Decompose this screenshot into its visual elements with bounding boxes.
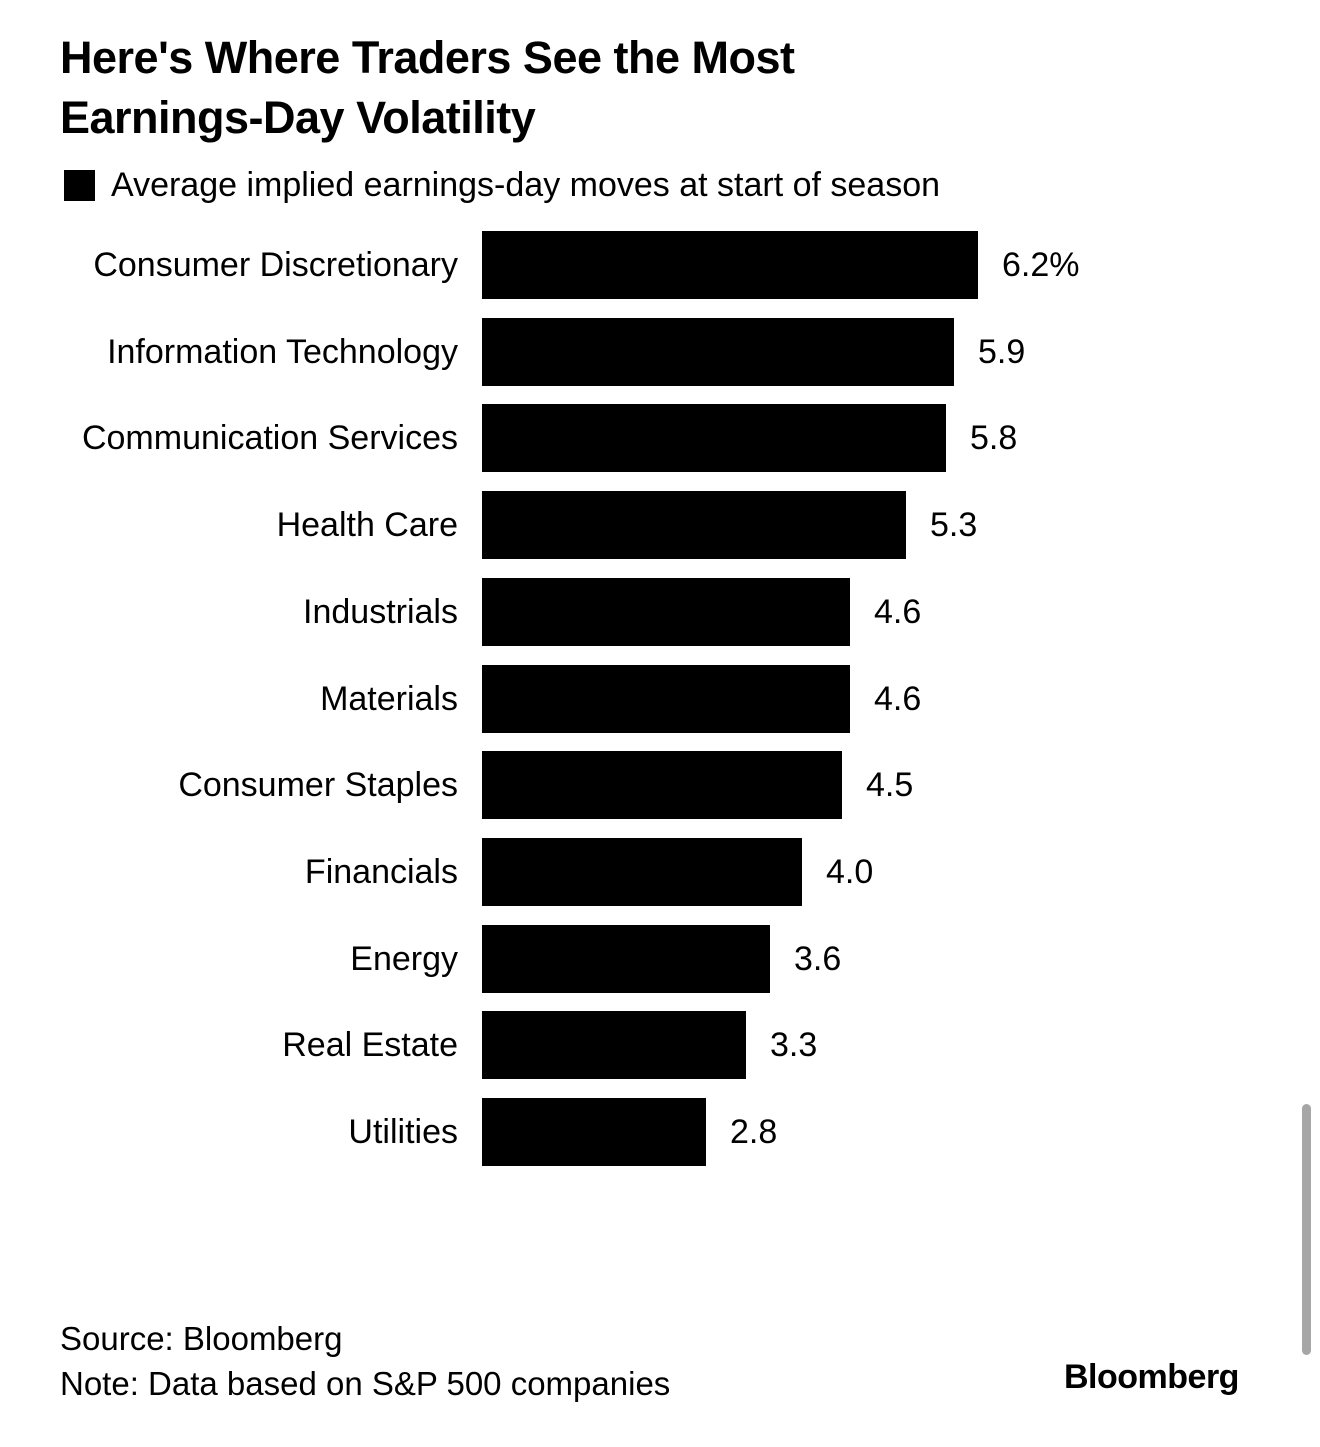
category-label: Communication Services	[81, 419, 458, 458]
value-label: 3.3	[770, 1026, 818, 1065]
category-labels: Consumer Discretionary Information Techno…	[60, 0, 458, 1447]
legend: Average implied earnings-day moves at st…	[64, 166, 940, 205]
bar	[482, 577, 850, 646]
title-line-2: Earnings-Day Volatility	[60, 92, 536, 143]
bloomberg-logo: Bloomberg	[1064, 1358, 1239, 1396]
source-text: Source: Bloomberg	[60, 1320, 343, 1357]
title-line-1: Here's Where Traders See the Most	[60, 32, 795, 83]
bar	[482, 491, 906, 560]
value-label: 5.9	[978, 332, 1026, 371]
value-label: 5.3	[930, 506, 978, 545]
bar	[482, 924, 770, 993]
category-label: Real Estate	[282, 1026, 458, 1065]
value-label: 3.6	[794, 939, 842, 978]
category-label: Energy	[350, 939, 458, 978]
bar	[482, 751, 842, 820]
value-label: 4.6	[874, 679, 922, 718]
category-label: Financials	[304, 852, 458, 891]
category-label: Utilities	[348, 1113, 458, 1151]
chart-title: Here's Where Traders See the Most Earnin…	[60, 28, 1060, 148]
category-label: Information Technology	[107, 332, 458, 371]
category-label: Health Care	[276, 506, 458, 545]
bar	[482, 317, 954, 386]
value-label: 4.6	[874, 592, 922, 631]
value-label: 4.5	[866, 766, 914, 805]
scrollbar[interactable]	[1302, 1104, 1311, 1355]
category-label: Industrials	[303, 592, 458, 631]
category-label: Consumer Staples	[178, 766, 458, 805]
note-text: Note: Data based on S&P 500 companies	[60, 1365, 671, 1402]
category-label: Consumer Discretionary	[93, 246, 458, 284]
bar	[482, 1098, 706, 1166]
value-label: 2.8	[730, 1113, 778, 1151]
legend-label: Average implied earnings-day moves at st…	[111, 166, 941, 204]
value-label: 4.0	[826, 852, 874, 891]
value-label: 5.8	[970, 419, 1018, 458]
bar	[482, 1011, 746, 1080]
bar	[482, 231, 978, 299]
bar	[482, 664, 850, 733]
category-label: Materials	[320, 679, 458, 718]
value-label: 6.2%	[1002, 246, 1080, 284]
bar	[482, 837, 802, 906]
bar	[482, 404, 946, 473]
legend-swatch	[64, 170, 95, 201]
